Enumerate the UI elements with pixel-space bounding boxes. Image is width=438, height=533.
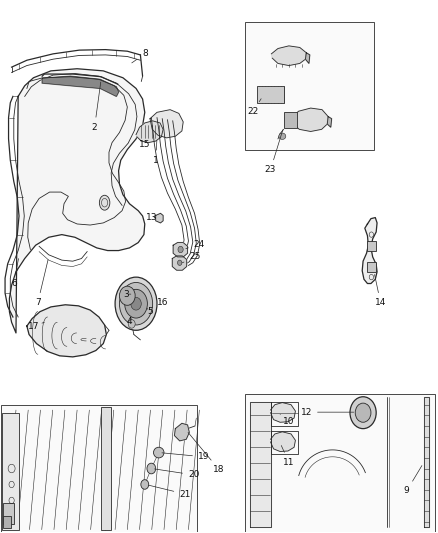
Polygon shape (10, 69, 145, 333)
Ellipse shape (120, 282, 152, 325)
Text: 5: 5 (147, 306, 153, 316)
Ellipse shape (355, 403, 371, 422)
Ellipse shape (99, 195, 110, 210)
Polygon shape (155, 213, 163, 223)
Polygon shape (272, 46, 306, 66)
Ellipse shape (120, 286, 135, 305)
Text: 19: 19 (162, 453, 209, 462)
Ellipse shape (141, 480, 149, 489)
Polygon shape (27, 305, 106, 357)
Text: 10: 10 (280, 414, 295, 426)
Ellipse shape (350, 397, 376, 429)
Bar (284, 112, 297, 128)
Text: 4: 4 (127, 317, 132, 326)
Polygon shape (362, 217, 377, 284)
Text: 14: 14 (374, 274, 386, 307)
Polygon shape (327, 117, 332, 127)
Ellipse shape (178, 246, 183, 253)
Text: 18: 18 (188, 432, 225, 474)
Ellipse shape (115, 277, 157, 330)
Text: 6: 6 (11, 259, 18, 288)
Ellipse shape (177, 260, 182, 265)
Polygon shape (172, 256, 187, 270)
Bar (245, 394, 435, 532)
Text: 16: 16 (156, 298, 168, 307)
Text: 15: 15 (139, 140, 151, 149)
Text: 21: 21 (148, 485, 191, 498)
Polygon shape (305, 53, 310, 63)
Bar (367, 262, 376, 272)
Ellipse shape (153, 447, 164, 458)
Polygon shape (271, 402, 295, 422)
Ellipse shape (125, 289, 148, 318)
Polygon shape (174, 423, 189, 441)
Text: 17: 17 (28, 321, 44, 330)
Text: 7: 7 (35, 260, 48, 307)
Bar (101, 407, 111, 530)
Ellipse shape (279, 133, 286, 140)
Polygon shape (292, 108, 328, 132)
Text: 8: 8 (132, 50, 148, 63)
Text: 11: 11 (281, 446, 295, 466)
Bar (367, 241, 376, 251)
Text: 25: 25 (182, 253, 201, 263)
Polygon shape (250, 402, 271, 527)
Text: 3: 3 (124, 289, 131, 298)
Text: 2: 2 (92, 82, 101, 132)
Text: 13: 13 (145, 213, 157, 222)
Text: 9: 9 (404, 466, 422, 495)
Text: 1: 1 (153, 141, 159, 165)
Text: 20: 20 (155, 469, 199, 479)
Polygon shape (271, 432, 295, 451)
Bar (3, 516, 11, 528)
Polygon shape (173, 243, 187, 257)
Polygon shape (424, 397, 428, 527)
Bar (3, 503, 14, 524)
Polygon shape (42, 76, 119, 96)
Text: 12: 12 (300, 408, 354, 417)
Polygon shape (136, 121, 163, 143)
Text: 23: 23 (265, 130, 283, 174)
Bar (245, 22, 374, 150)
Ellipse shape (128, 320, 135, 328)
Bar (1, 405, 197, 532)
Text: 22: 22 (247, 99, 261, 116)
Bar (258, 86, 285, 103)
Text: 24: 24 (186, 240, 205, 249)
Bar (2, 413, 19, 530)
Ellipse shape (131, 297, 141, 310)
Ellipse shape (147, 463, 155, 474)
Polygon shape (150, 110, 183, 138)
